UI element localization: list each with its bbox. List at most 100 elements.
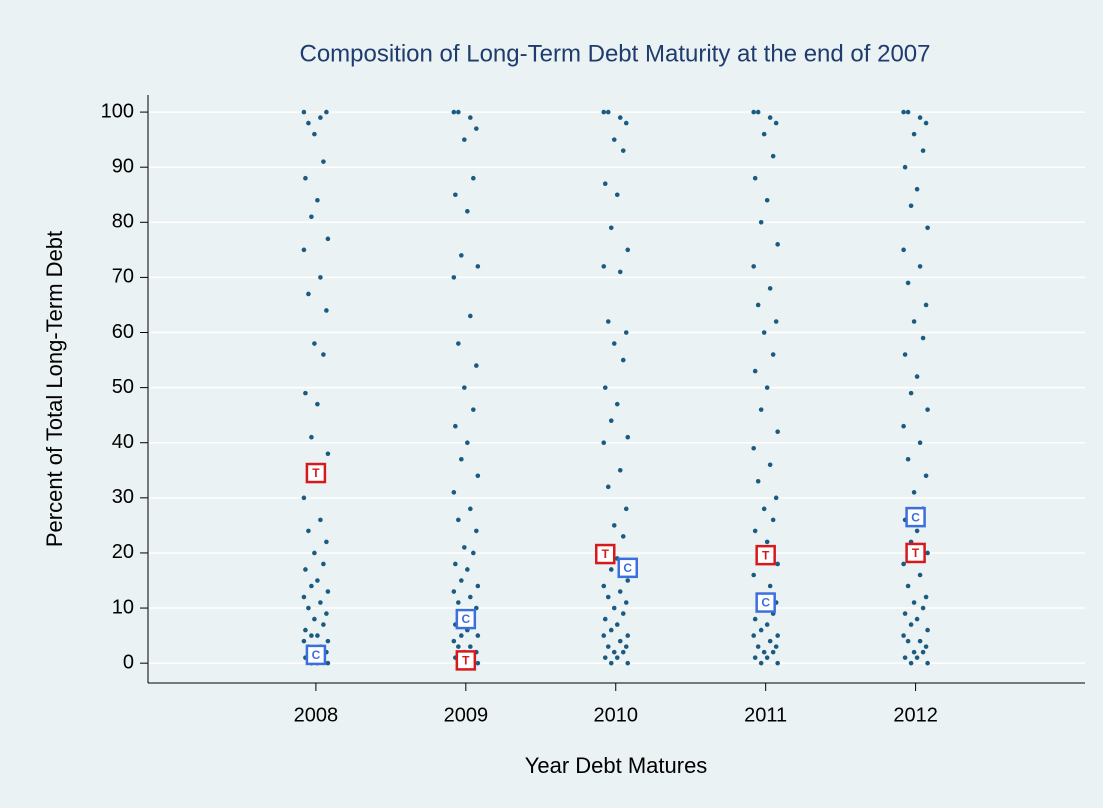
point	[625, 633, 631, 638]
point	[620, 649, 626, 655]
point	[755, 302, 761, 308]
chart-title: Composition of Long-Term Debt Maturity a…	[299, 40, 930, 67]
point	[901, 561, 906, 567]
point	[318, 517, 323, 523]
point	[773, 644, 779, 649]
point	[911, 649, 917, 655]
point	[318, 275, 323, 280]
point	[465, 208, 470, 214]
point	[325, 660, 331, 666]
point	[465, 567, 470, 572]
point	[601, 440, 607, 446]
marker-label: C	[911, 510, 920, 524]
point	[925, 225, 930, 231]
y-axis-label: Percent of Total Long-Term Debt	[42, 231, 67, 547]
point	[767, 583, 773, 589]
point	[462, 137, 467, 142]
point	[925, 407, 930, 412]
point	[456, 517, 461, 523]
point	[602, 616, 608, 622]
point	[758, 407, 764, 412]
point	[767, 115, 773, 120]
point	[312, 616, 317, 622]
point	[902, 164, 908, 170]
marker-box	[755, 592, 776, 613]
point	[751, 445, 756, 451]
y-tick-label: 30	[112, 486, 134, 508]
point	[908, 203, 914, 209]
y-tick-label: 20	[112, 541, 134, 563]
point	[453, 192, 458, 198]
point	[902, 611, 908, 616]
point	[920, 335, 926, 341]
point	[608, 418, 614, 423]
point	[611, 341, 617, 346]
point	[468, 594, 473, 600]
point	[608, 225, 614, 231]
point	[306, 528, 311, 534]
point	[605, 644, 611, 649]
point	[312, 550, 317, 556]
point	[456, 341, 461, 346]
point	[601, 583, 607, 589]
point	[925, 627, 930, 633]
marker-box	[905, 506, 926, 528]
point	[608, 627, 614, 633]
point	[914, 655, 920, 660]
point	[605, 594, 611, 600]
point	[625, 247, 631, 253]
point	[908, 622, 914, 627]
point	[911, 319, 917, 324]
point	[459, 633, 464, 638]
point	[911, 490, 917, 495]
point	[456, 600, 461, 605]
point	[901, 423, 906, 429]
point	[303, 627, 308, 633]
point	[321, 561, 326, 567]
point	[920, 148, 926, 153]
point	[770, 649, 776, 655]
y-tick-label: 70	[112, 266, 134, 288]
point	[761, 649, 767, 655]
point	[453, 423, 458, 429]
point	[755, 479, 761, 484]
point	[917, 638, 923, 644]
point	[301, 247, 307, 253]
point	[770, 352, 776, 357]
point	[775, 429, 780, 435]
point	[605, 319, 611, 324]
point	[764, 197, 770, 203]
point	[911, 131, 917, 137]
point	[617, 269, 623, 275]
marker-label: T	[762, 548, 770, 562]
point	[614, 401, 620, 407]
point	[761, 506, 767, 512]
point	[908, 390, 914, 396]
point	[459, 253, 464, 258]
point	[303, 567, 308, 572]
point	[623, 506, 629, 512]
point	[315, 401, 320, 407]
point	[623, 120, 629, 126]
y-tick-label: 10	[112, 596, 134, 618]
point	[451, 638, 457, 644]
point	[751, 633, 756, 638]
point	[459, 578, 464, 583]
point	[917, 572, 923, 578]
point	[770, 517, 776, 523]
point	[462, 385, 467, 390]
point	[905, 456, 911, 462]
point	[625, 434, 631, 440]
x-tick-label: 2010	[594, 704, 639, 726]
point	[312, 131, 317, 137]
point	[764, 655, 770, 660]
point	[751, 572, 756, 578]
marker-label: C	[312, 648, 321, 662]
point	[475, 583, 481, 589]
point	[475, 633, 481, 638]
point	[773, 495, 779, 501]
point	[475, 264, 481, 269]
